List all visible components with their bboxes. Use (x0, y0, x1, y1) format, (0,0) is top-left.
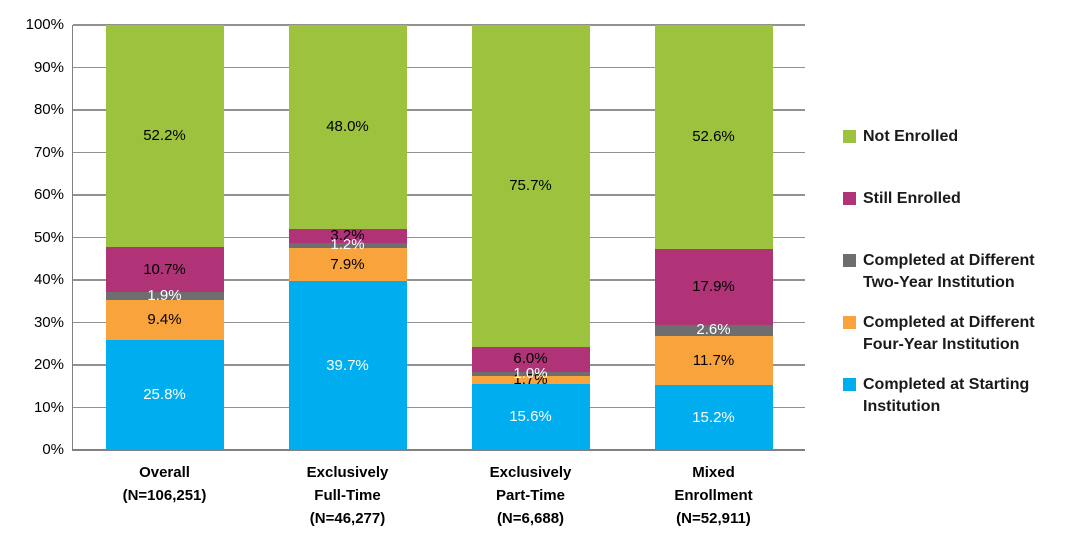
x-axis-line (73, 449, 805, 451)
segment-value-label: 52.6% (692, 127, 735, 145)
y-tick-label: 60% (33, 186, 64, 203)
y-tick-label: 90% (33, 58, 64, 76)
y-tick-label: 10% (33, 398, 64, 416)
bar-segment: 7.9% (288, 247, 407, 282)
bar-segment: 52.6% (654, 25, 773, 249)
bar-segment: 15.2% (654, 385, 773, 450)
segment-value-label: 25.8% (143, 386, 186, 404)
y-tick-label: 30% (33, 313, 64, 331)
segment-value-label: 11.7% (692, 351, 735, 369)
legend-swatch-icon (843, 130, 856, 143)
x-category-label: Mixed Enrollment (N=52,911) (674, 464, 753, 527)
bar-stack: 75.7% 6.0% 1.0% 1.7% 15.6% (471, 25, 590, 450)
gridline (73, 24, 805, 26)
segment-value-label: 15.6% (509, 407, 552, 425)
legend-label: Completed at Starting Institution (863, 376, 1030, 415)
bar-slot: 52.2% 10.7% 1.9% 9.4% 25.8% (73, 25, 256, 450)
legend-swatch-icon (843, 192, 856, 205)
gridline (73, 321, 805, 324)
segment-value-label: 7.9% (330, 255, 365, 273)
legend-label: Completed at Different Four-Year Institu… (863, 314, 1035, 353)
bar-segment: 75.7% (471, 25, 590, 347)
bar-stack: 52.2% 10.7% 1.9% 9.4% 25.8% (105, 25, 224, 450)
legend-item: Still Enrolled (843, 188, 961, 210)
bar-segment: 9.4% (105, 300, 224, 341)
gridline (73, 236, 805, 239)
legend-item: Not Enrolled (843, 126, 958, 148)
bar-stack: 48.0% 3.2% 1.2% 7.9% 39.7% (288, 25, 407, 450)
y-tick-label: 0% (42, 441, 64, 458)
segment-value-label: 15.2% (692, 408, 735, 426)
gridline (73, 279, 805, 281)
bar-segment: 48.0% (288, 25, 407, 230)
bar-segment: 1.7% (471, 371, 590, 388)
bar-stack: 52.6% 17.9% 2.6% 11.7% 15.2% (654, 25, 773, 450)
gridline (73, 194, 805, 196)
x-axis-category-labels: Overall (N=106,251) Exclusively Full-Time… (73, 461, 805, 530)
y-tick-label: 80% (33, 101, 64, 118)
x-category-label: Overall (N=106,251) (122, 464, 207, 504)
y-tick-label: 40% (33, 271, 64, 288)
bar-segment: 25.8% (105, 340, 224, 450)
bar-segment: 39.7% (288, 281, 407, 450)
y-tick-label: 70% (33, 143, 64, 161)
legend-swatch-icon (843, 254, 856, 267)
legend-label: Still Enrolled (863, 190, 961, 207)
segment-value-label: 52.2% (143, 126, 186, 144)
bar-segment: 3.2% (288, 227, 407, 244)
segment-value-label: 17.9% (692, 277, 735, 295)
x-category-label: Exclusively Full-Time (N=46,277) (306, 464, 389, 527)
gridline (73, 364, 805, 366)
segment-value-label: 75.7% (509, 176, 552, 194)
legend-label: Completed at Different Two-Year Institut… (863, 252, 1035, 291)
legend-label: Not Enrolled (863, 128, 959, 145)
segment-value-label: 39.7% (326, 356, 369, 374)
legend-item: Completed at Starting Institution (843, 374, 1029, 418)
gridline (73, 109, 805, 111)
bar-slot: 75.7% 6.0% 1.0% 1.7% 15.6% (439, 25, 622, 450)
bar-segment: 17.9% (654, 248, 773, 325)
plot-area (73, 24, 805, 451)
gridline (73, 151, 805, 154)
y-axis-line (71, 25, 73, 451)
segment-value-label: 10.7% (143, 260, 186, 278)
segment-value-label: 6.0% (513, 350, 548, 368)
gridline (73, 66, 805, 69)
bars-layer: 52.2% 10.7% 1.9% 9.4% 25.8% 48.0% 3.2% 1.2% 7.9%… (73, 25, 805, 450)
bar-segment: 52.2% (105, 25, 224, 247)
segment-value-label: 9.4% (147, 311, 182, 329)
legend-item: Completed at Different Two-Year Institut… (843, 250, 1035, 294)
bar-segment: 11.7% (654, 335, 773, 386)
bar-segment: 15.6% (471, 383, 590, 450)
y-tick-label: 20% (33, 356, 64, 373)
bar-segment: 6.0% (471, 346, 590, 373)
bar-segment: 10.7% (105, 246, 224, 293)
legend-swatch-icon (843, 316, 856, 329)
bar-slot: 48.0% 3.2% 1.2% 7.9% 39.7% (256, 25, 439, 450)
gridline (73, 406, 805, 409)
bar-segment: 1.9% (105, 287, 224, 304)
legend: Not Enrolled Still Enrolled Completed at D… (843, 0, 1058, 546)
legend-item: Completed at Different Four-Year Institu… (843, 312, 1035, 356)
segment-value-label: 48.0% (326, 118, 369, 136)
y-tick-label: 50% (33, 228, 64, 246)
bar-segment: 2.6% (654, 321, 773, 338)
bar-slot: 52.6% 17.9% 2.6% 11.7% 15.2% (622, 25, 805, 450)
legend-swatch-icon (843, 378, 856, 391)
x-category-label: Exclusively Part-Time (N=6,688) (489, 464, 572, 527)
y-tick-label: 100% (25, 16, 64, 33)
